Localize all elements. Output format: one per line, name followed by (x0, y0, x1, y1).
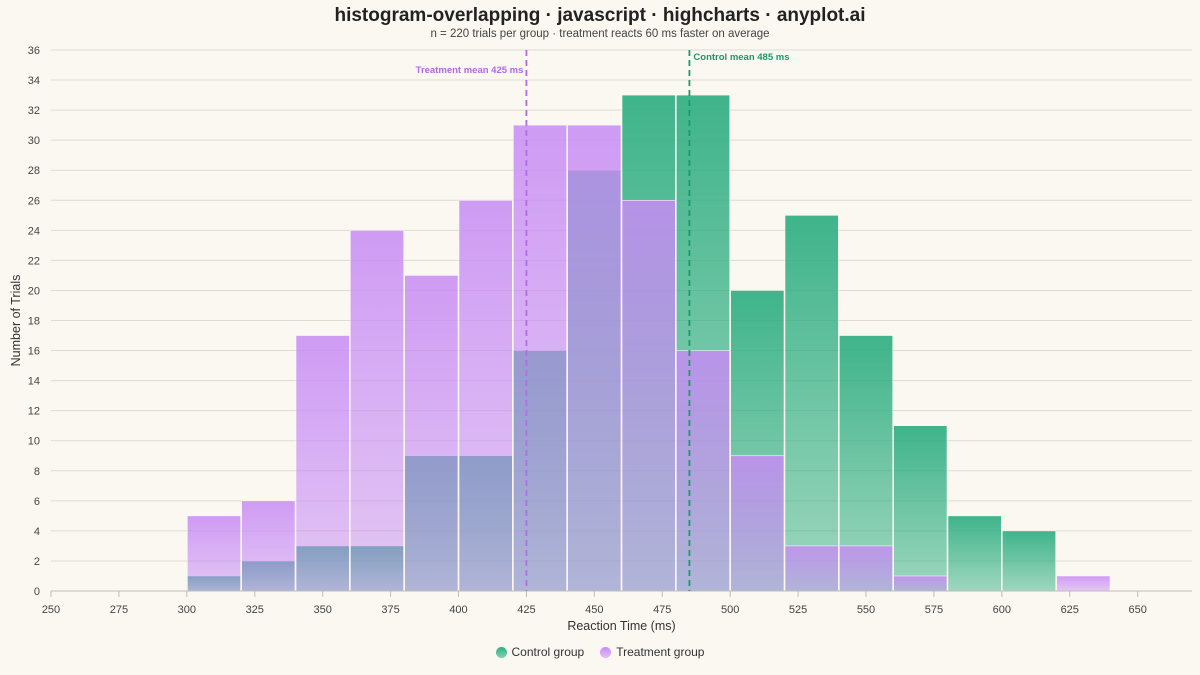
treatment-bar (567, 124, 622, 592)
y-tick-label: 0 (34, 586, 40, 598)
x-tick-label: 275 (110, 604, 128, 616)
treatment-bar (621, 199, 676, 592)
y-tick-label: 20 (28, 285, 40, 297)
y-tick-label: 4 (34, 526, 40, 538)
x-tick-label: 650 (1128, 604, 1146, 616)
y-tick-label: 26 (28, 195, 40, 207)
y-tick-label: 22 (28, 255, 40, 267)
x-axis-title: Reaction Time (ms) (567, 619, 675, 633)
x-tick-label: 250 (42, 604, 60, 616)
y-tick-label: 28 (28, 165, 40, 177)
treatment-bar (1056, 575, 1111, 592)
treatment-bar (187, 515, 241, 592)
y-tick-label: 36 (28, 45, 40, 57)
x-tick-label: 425 (517, 604, 535, 616)
treatment-bar (784, 545, 839, 592)
treatment-bar (730, 455, 785, 592)
x-tick-label: 475 (653, 604, 671, 616)
control-mean-label: Control mean 485 ms (693, 52, 789, 63)
x-tick-label: 325 (246, 604, 264, 616)
y-tick-label: 14 (28, 376, 40, 388)
control-bar (1002, 530, 1056, 592)
x-tick-label: 525 (789, 604, 807, 616)
treatment-bar (295, 335, 350, 592)
y-tick-label: 34 (28, 75, 40, 87)
treatment-bar (513, 124, 567, 592)
x-tick-label: 450 (585, 604, 603, 616)
x-tick-label: 350 (313, 604, 331, 616)
legend: Control group Treatment group (0, 645, 1200, 659)
legend-label-control: Control group (511, 645, 585, 659)
x-tick-label: 550 (857, 604, 875, 616)
y-tick-label: 30 (28, 135, 40, 147)
y-tick-label: 12 (28, 406, 40, 418)
legend-swatch-control (495, 646, 507, 658)
treatment-bar (676, 350, 730, 592)
y-tick-label: 24 (28, 225, 40, 237)
treatment-bar (458, 199, 513, 592)
control-bar (784, 215, 839, 592)
x-tick-label: 400 (449, 604, 467, 616)
treatment-mean-label: Treatment mean 425 ms (416, 65, 524, 76)
y-tick-label: 10 (28, 436, 40, 448)
y-tick-label: 6 (34, 496, 40, 508)
chart-subtitle: n = 220 trials per group · treatment rea… (430, 28, 770, 40)
control-bar (893, 425, 948, 592)
control-bar (947, 515, 1002, 592)
legend-label-treatment: Treatment group (616, 645, 705, 659)
y-tick-label: 2 (34, 556, 40, 568)
treatment-bar (893, 575, 948, 592)
treatment-bar (350, 230, 404, 592)
x-tick-label: 500 (721, 604, 739, 616)
y-axis-title: Number of Trials (9, 275, 23, 367)
treatment-bar (241, 500, 296, 592)
y-tick-label: 16 (28, 346, 40, 358)
legend-item-control[interactable]: Control group (495, 645, 585, 659)
treatment-bar (839, 545, 893, 592)
legend-item-treatment[interactable]: Treatment group (600, 645, 704, 659)
y-tick-label: 32 (28, 105, 40, 117)
x-tick-label: 600 (993, 604, 1011, 616)
x-tick-label: 625 (1061, 604, 1079, 616)
x-tick-label: 575 (925, 604, 943, 616)
legend-swatch-treatment (600, 646, 612, 658)
y-tick-label: 8 (34, 466, 40, 478)
x-tick-label: 300 (178, 604, 196, 616)
chart-title: histogram-overlapping · javascript · hig… (334, 5, 866, 26)
y-tick-label: 18 (28, 316, 40, 328)
treatment-bar (404, 275, 459, 592)
x-tick-label: 375 (381, 604, 399, 616)
